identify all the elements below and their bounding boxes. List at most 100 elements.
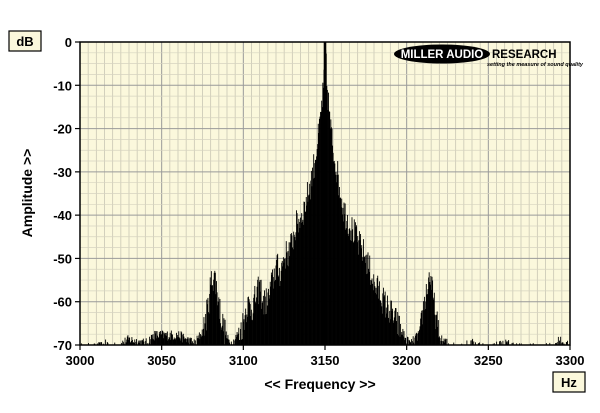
spectrum-bar xyxy=(315,159,317,345)
spectrum-bar xyxy=(122,341,124,345)
spectrum-bar xyxy=(348,236,350,345)
spectrum-bar xyxy=(114,342,116,345)
spectrum-bar xyxy=(414,337,416,345)
spectrum-bar xyxy=(301,221,303,345)
spectrum-bar xyxy=(349,228,351,345)
spectrum-bar xyxy=(289,256,291,345)
spectrum-bar xyxy=(317,123,319,345)
spectrum-bar xyxy=(244,329,245,345)
spectrum-bar xyxy=(298,218,300,345)
spectrum-bar xyxy=(305,211,307,345)
y-tick-label: -20 xyxy=(53,122,72,137)
spectrum-bar xyxy=(505,342,507,345)
spectrum-bar xyxy=(506,341,508,345)
spectrum-bar xyxy=(153,340,155,345)
spectrum-bar xyxy=(202,335,204,345)
spectrum-bar xyxy=(257,279,259,345)
spectrum-bar xyxy=(398,315,400,345)
spectrum-bar xyxy=(178,331,180,345)
spectrum-bar xyxy=(165,335,167,345)
spectrum-bar xyxy=(280,270,282,345)
spectrum-bar xyxy=(240,322,242,345)
miller-audio-research-logo: MILLER AUDIO RESEARCH setting the measur… xyxy=(394,44,584,68)
spectrum-bar xyxy=(185,342,187,345)
spectrum-bar xyxy=(297,223,299,345)
spectrum-bar xyxy=(433,299,435,345)
spectrum-bar xyxy=(376,294,378,345)
spectrum-bar xyxy=(375,287,377,345)
spectrum-bar xyxy=(421,310,423,345)
spectrum-bar xyxy=(97,343,99,345)
spectrum-bar xyxy=(124,337,126,345)
spectrum-bar xyxy=(329,111,331,345)
spectrum-bar xyxy=(425,308,427,345)
spectrum-bar xyxy=(246,314,248,345)
spectrum-bar xyxy=(169,332,171,345)
spectrum-bar xyxy=(188,338,190,345)
spectrum-bar xyxy=(161,330,163,345)
spectrum-bar xyxy=(213,272,215,345)
spectrum-bar xyxy=(392,322,394,345)
spectrum-bar xyxy=(146,343,148,345)
spectrum-bar xyxy=(152,338,153,345)
spectrum-bar xyxy=(145,338,147,345)
spectrum-bar xyxy=(156,338,157,345)
spectrum-bar xyxy=(199,339,201,345)
spectrum-bar xyxy=(266,313,268,345)
spectrum-bar xyxy=(557,336,559,345)
spectrum-bar xyxy=(204,335,205,345)
spectrum-bar xyxy=(441,335,443,345)
spectrum-bar xyxy=(258,281,260,345)
spectrum-bar xyxy=(241,339,243,345)
spectrum-bar xyxy=(555,343,556,345)
y-tick-labels: 0 -10 -20 -30 -40 -50 -60 -70 xyxy=(53,35,72,353)
spectrum-bar xyxy=(418,333,420,345)
tick-marks xyxy=(75,41,571,350)
spectrum-bar xyxy=(355,227,357,345)
spectrum-bar xyxy=(393,317,395,345)
spectrum-bar xyxy=(448,343,450,345)
spectrum-bar xyxy=(373,274,375,345)
spectrum-bar xyxy=(389,319,391,345)
spectrum-bar xyxy=(161,333,163,345)
spectrum-bar xyxy=(478,343,480,345)
spectrum-bar xyxy=(428,272,430,345)
spectrum-bar xyxy=(165,332,167,345)
spectrum-bar xyxy=(336,174,338,345)
spectrum-bar xyxy=(505,339,507,345)
spectrum-bar xyxy=(242,313,244,345)
spectrum-bar xyxy=(412,336,414,345)
spectrum-bar xyxy=(341,198,343,345)
spectrum-bar xyxy=(322,82,324,346)
spectrum-bar xyxy=(428,277,430,345)
spectrum-bar xyxy=(453,342,455,345)
spectrum-bar xyxy=(81,343,83,345)
spectrum-bar xyxy=(122,340,124,345)
spectrum-bar xyxy=(439,338,441,345)
spectrum-bar xyxy=(319,116,321,345)
spectrum-bar xyxy=(177,335,179,345)
spectrum-bar xyxy=(170,339,172,345)
spectrum-bar xyxy=(153,339,155,345)
spectrum-bar xyxy=(99,342,101,345)
spectrum-bar xyxy=(290,233,292,345)
spectrum-bar xyxy=(512,342,514,345)
spectrum-bar xyxy=(170,330,172,345)
spectrum-bar xyxy=(148,342,150,345)
spectrum-bar xyxy=(400,323,402,345)
spectrum-bar xyxy=(284,258,286,345)
spectrum-bar xyxy=(370,284,372,345)
spectrum-bar xyxy=(507,341,509,345)
spectrum-bar xyxy=(248,299,250,345)
spectrum-bar xyxy=(176,337,178,345)
spectrum-bar xyxy=(354,222,356,345)
spectrum-bar xyxy=(351,217,353,345)
spectrum-bar xyxy=(372,283,374,345)
spectrum-bar xyxy=(221,327,223,345)
spectrum-bar xyxy=(352,229,354,345)
spectrum-bar xyxy=(171,334,173,345)
spectrum-bar xyxy=(235,334,237,345)
spectrum-bar xyxy=(233,339,235,345)
spectrum-bar xyxy=(402,336,404,345)
spectrum-bar xyxy=(356,242,358,345)
